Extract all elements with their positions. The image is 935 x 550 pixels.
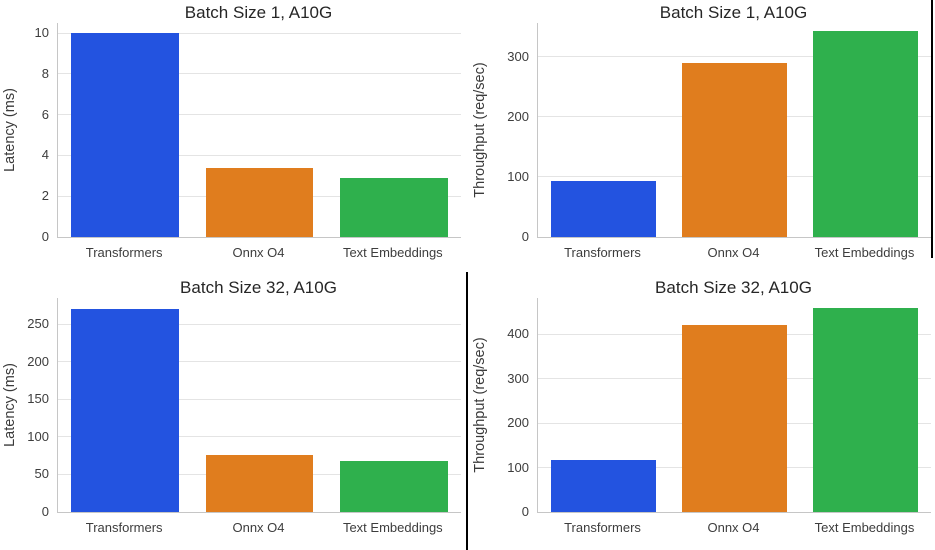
y-tick-label: 50: [34, 466, 49, 482]
y-tick-label: 200: [27, 353, 49, 369]
y-tick-label: 8: [41, 65, 49, 81]
plot-area: [57, 298, 461, 513]
y-axis-label: Throughput (req/sec): [472, 337, 488, 473]
y-tick-label: 0: [521, 504, 529, 519]
bar-text-embeddings: [340, 460, 448, 512]
chart-batch32-throughput: Batch Size 32, A10G Throughput (req/sec) 0…: [467, 275, 934, 550]
y-tick-label: 150: [27, 391, 49, 407]
gridline: [538, 56, 931, 58]
y-tick-label: 100: [27, 428, 49, 444]
y-tick-label: 200: [507, 108, 529, 124]
image-border-right-line: [931, 0, 933, 258]
x-tick-label: Onnx O4: [707, 245, 760, 260]
x-tick-label: Transformers: [85, 520, 163, 535]
y-tick-label: 6: [41, 106, 49, 122]
y-tick-label: 200: [507, 415, 529, 431]
y-tick-label: 10: [34, 25, 49, 41]
gridline: [58, 114, 461, 116]
chart-title: Batch Size 32, A10G: [655, 278, 812, 297]
y-tick-label: 400: [507, 326, 529, 342]
bar-transformers: [71, 33, 179, 237]
chart-batch32-latency: Batch Size 32, A10G Latency (ms) 0 50 100 150…: [0, 275, 467, 550]
gridline: [58, 361, 461, 363]
gridline: [58, 32, 461, 34]
x-tick-label: Transformers: [564, 520, 641, 535]
x-tick-label: Text Embeddings: [814, 245, 915, 260]
bar-onnx-o4: [205, 167, 314, 237]
image-border-divider-line: [466, 272, 468, 550]
bar-text-embeddings: [813, 30, 918, 237]
y-tick-label: 300: [507, 370, 529, 386]
bar-text-embeddings: [813, 308, 918, 512]
y-tick-label: 300: [507, 48, 529, 64]
y-tick-label: 100: [507, 459, 529, 475]
y-tick-label: 0: [41, 504, 49, 519]
x-tick-label: Text Embeddings: [342, 520, 443, 535]
y-tick-label: 0: [521, 229, 529, 244]
bar-onnx-o4: [682, 63, 787, 237]
bar-text-embeddings: [340, 177, 448, 237]
plot-area: [537, 23, 931, 238]
y-tick-label: 4: [41, 147, 49, 163]
plot-area: [537, 298, 931, 513]
x-tick-label: Onnx O4: [707, 520, 760, 535]
gridline: [58, 154, 461, 156]
x-tick-label: Onnx O4: [232, 520, 285, 535]
x-tick-label: Transformers: [564, 245, 641, 260]
x-tick-label: Onnx O4: [232, 245, 285, 260]
plot-area: [57, 23, 461, 238]
gridline: [58, 73, 461, 75]
chart-batch1-latency: Batch Size 1, A10G Latency (ms) 0 2 4 6 8 10 Tra…: [0, 0, 467, 275]
chart-batch1-throughput: Batch Size 1, A10G Throughput (req/sec) 0 1…: [467, 0, 934, 275]
x-tick-label: Text Embeddings: [814, 520, 915, 535]
gridline: [58, 436, 461, 438]
bar-onnx-o4: [682, 324, 787, 512]
bar-transformers: [551, 460, 656, 512]
x-tick-label: Text Embeddings: [342, 245, 443, 260]
x-tick-label: Transformers: [85, 245, 163, 260]
y-tick-label: 250: [27, 316, 49, 332]
y-tick-label: 0: [41, 229, 49, 244]
gridline: [58, 323, 461, 325]
y-tick-label: 100: [507, 168, 529, 184]
gridline: [58, 398, 461, 400]
bar-transformers: [71, 309, 179, 512]
chart-title: Batch Size 1, A10G: [659, 3, 808, 22]
bar-transformers: [551, 181, 656, 237]
y-tick-label: 2: [41, 188, 49, 204]
bar-onnx-o4: [205, 454, 314, 512]
chart-title: Batch Size 1, A10G: [184, 3, 333, 22]
chart-title: Batch Size 32, A10G: [180, 278, 337, 297]
